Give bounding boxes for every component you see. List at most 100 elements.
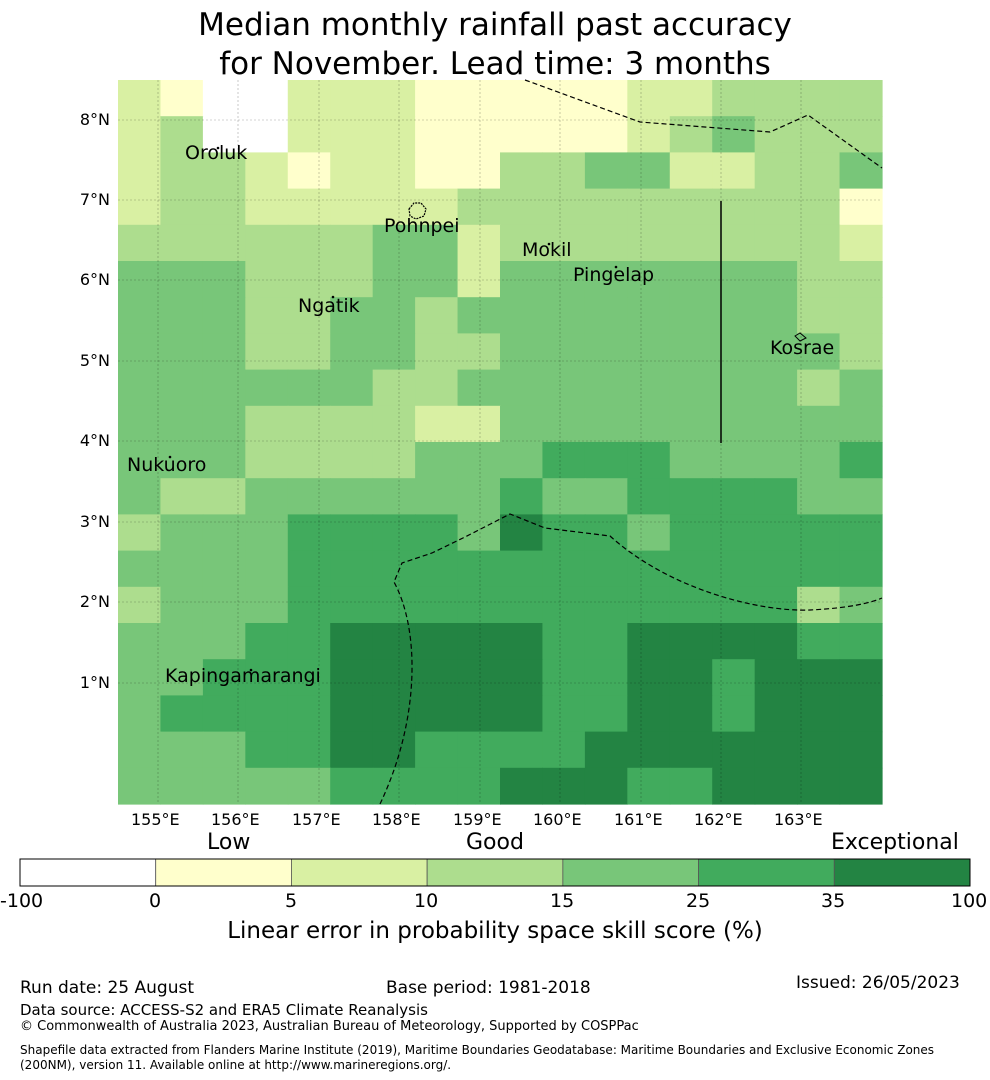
skill-cell — [245, 80, 289, 117]
skill-cell — [542, 152, 586, 190]
skill-cell — [287, 261, 331, 298]
skill-cell — [330, 731, 374, 769]
skill-cell — [372, 224, 416, 262]
skill-cell — [542, 731, 586, 769]
skill-cell — [754, 767, 798, 805]
skill-cell — [542, 514, 586, 552]
skill-cell — [500, 478, 544, 515]
skill-cell — [372, 405, 416, 443]
skill-cell — [202, 224, 246, 262]
skill-cell — [542, 333, 586, 371]
skill-cell — [330, 224, 374, 262]
skill-cell — [202, 405, 246, 443]
colorbar-title: Linear error in probability space skill … — [227, 918, 763, 944]
skill-cell — [584, 695, 628, 733]
skill-cell — [797, 586, 841, 624]
colorbar-segment — [833, 858, 971, 887]
skill-cell — [415, 550, 459, 588]
skill-cell — [797, 659, 841, 696]
colorbar-category-low: Low — [207, 830, 251, 855]
skill-cell — [202, 188, 246, 226]
skill-cell — [669, 623, 713, 660]
skill-cell — [287, 586, 331, 624]
skill-cell — [202, 659, 246, 696]
colorbar-tick: 15 — [550, 890, 575, 912]
skill-cell — [669, 478, 713, 515]
skill-cell — [839, 80, 883, 117]
skill-cell — [202, 767, 246, 805]
skill-cell — [457, 442, 501, 479]
skill-cell — [754, 550, 798, 588]
skill-cell — [160, 116, 204, 153]
skill-cell — [584, 152, 628, 190]
skill-cell — [754, 623, 798, 660]
skill-cell — [584, 731, 628, 769]
skill-cell — [669, 550, 713, 588]
skill-cell — [372, 442, 416, 479]
skill-cell — [754, 514, 798, 552]
skill-cell — [415, 695, 459, 733]
lon-label: 158°E — [372, 810, 421, 829]
base-period: Base period: 1981-2018 — [386, 978, 591, 998]
skill-cell — [118, 550, 162, 588]
map-gridlines — [118, 80, 882, 804]
skill-cell — [669, 767, 713, 805]
colorbar-segment — [426, 858, 564, 887]
skill-cell — [330, 514, 374, 552]
skill-cell — [754, 333, 798, 371]
skill-cell — [372, 695, 416, 733]
skill-cell — [372, 767, 416, 805]
skill-cell — [245, 152, 289, 190]
skill-cell — [118, 478, 162, 515]
skill-cell — [415, 333, 459, 371]
skill-cell — [712, 767, 756, 805]
skill-cell — [330, 767, 374, 805]
colorbar-tick: 5 — [285, 890, 298, 912]
eez-boundary-north — [524, 79, 883, 169]
place-label-oroluk: Oroluk — [185, 142, 248, 164]
skill-cell — [627, 623, 671, 660]
place-label-pingelap: Pingelap — [573, 264, 655, 286]
skill-cell — [287, 405, 331, 443]
skill-cell — [415, 478, 459, 515]
skill-cell — [245, 333, 289, 371]
lat-label: 1°N — [79, 673, 110, 692]
skill-cell — [202, 731, 246, 769]
skill-cell — [797, 731, 841, 769]
skill-cell — [118, 261, 162, 298]
skill-cell — [415, 116, 459, 153]
lon-label: 163°E — [774, 810, 823, 829]
skill-cell — [839, 695, 883, 733]
skill-cell — [330, 623, 374, 660]
skill-cell — [584, 405, 628, 443]
skill-cell — [415, 586, 459, 624]
skill-cell — [712, 586, 756, 624]
skill-cell — [754, 659, 798, 696]
skill-cell — [457, 478, 501, 515]
skill-cell — [627, 514, 671, 552]
skill-cell — [330, 369, 374, 407]
skill-cell — [118, 152, 162, 190]
skill-cell — [669, 333, 713, 371]
skill-cell — [542, 586, 586, 624]
skill-cell — [457, 405, 501, 443]
title-line-2: for November. Lead time: 3 months — [219, 46, 771, 82]
skill-cell — [797, 767, 841, 805]
skill-cell — [797, 116, 841, 153]
skill-cell — [245, 261, 289, 298]
skill-cell — [500, 695, 544, 733]
skill-cell — [669, 80, 713, 117]
skill-cell — [712, 116, 756, 153]
skill-cell — [754, 261, 798, 298]
skill-cell — [669, 261, 713, 298]
skill-cell — [500, 152, 544, 190]
skill-cell — [754, 152, 798, 190]
skill-cell — [287, 623, 331, 660]
skill-cell — [415, 767, 459, 805]
skill-cell — [118, 297, 162, 334]
lon-label: 160°E — [533, 810, 582, 829]
skill-cell — [160, 224, 204, 262]
lon-label: 159°E — [453, 810, 502, 829]
skill-cell — [584, 369, 628, 407]
skill-cell — [372, 152, 416, 190]
